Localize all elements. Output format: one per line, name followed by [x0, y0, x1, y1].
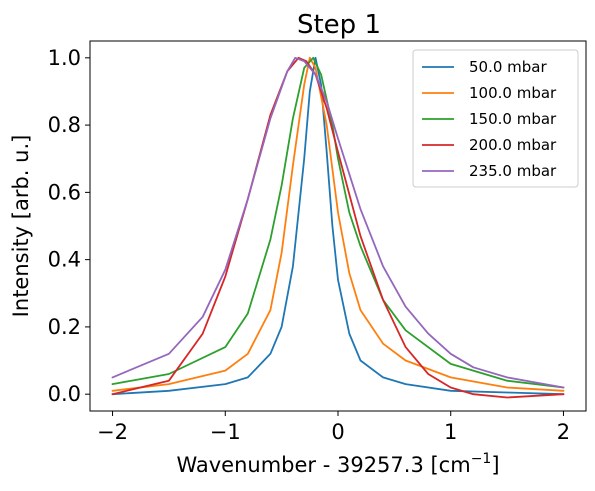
legend-items: 50.0 mbar 100.0 mbar 150.0 mbar 200.0 mbar 2… — [422, 58, 557, 180]
legend: 50.0 mbar 100.0 mbar 150.0 mbar 200.0 mbar 2… — [412, 49, 579, 188]
x-tick-label: 0 — [331, 420, 344, 444]
x-axis-ticks: −2 −1 0 1 2 — [97, 411, 570, 444]
x-tick-label: −1 — [210, 420, 241, 444]
series-line-1 — [111, 56, 565, 396]
series-line-2 — [111, 56, 565, 392]
y-tick-label: 0.0 — [48, 382, 81, 406]
plot-lines — [111, 56, 565, 399]
series-line-4 — [111, 56, 565, 399]
legend-label-1: 50.0 mbar — [469, 58, 547, 76]
y-tick-label: 1.0 — [48, 46, 81, 70]
x-axis-label: Wavenumber - 39257.3 [cm−1] — [176, 451, 499, 477]
y-tick-label: 0.6 — [48, 180, 81, 204]
y-tick-label: 0.4 — [48, 248, 81, 272]
x-tick-label: 1 — [444, 420, 457, 444]
legend-label-5: 235.0 mbar — [469, 162, 557, 180]
x-axis-label-superscript: −1 — [471, 451, 492, 467]
series-line-3 — [111, 56, 565, 389]
y-axis-ticks: 0.0 0.2 0.4 0.6 0.8 1.0 — [48, 46, 90, 406]
chart-title: Step 1 — [297, 10, 381, 40]
x-tick-label: −2 — [97, 420, 128, 444]
y-tick-label: 0.2 — [48, 315, 81, 339]
legend-box — [412, 49, 579, 188]
legend-label-2: 100.0 mbar — [469, 84, 557, 102]
legend-label-3: 150.0 mbar — [469, 110, 557, 128]
x-axis-label-text: Wavenumber - 39257.3 [cm — [176, 453, 470, 477]
series-line-5 — [111, 56, 565, 389]
y-axis-label: Intensity [arb. u.] — [9, 135, 33, 318]
y-tick-label: 0.8 — [48, 113, 81, 137]
x-axis-label-end: ] — [491, 453, 499, 477]
legend-label-4: 200.0 mbar — [469, 136, 557, 154]
x-tick-label: 2 — [557, 420, 570, 444]
